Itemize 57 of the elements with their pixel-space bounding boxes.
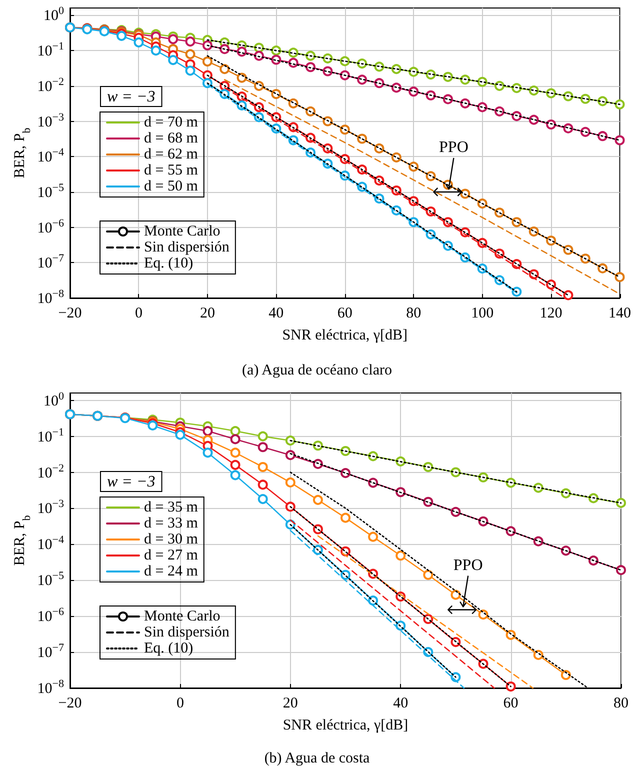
- y-tick-label: 10$^{−4}$: [37, 534, 64, 554]
- y-tick-label: 10$^{0}$: [44, 5, 64, 24]
- x-tick-label: 60: [337, 306, 352, 322]
- legend-label: Monte Carlo: [144, 608, 220, 624]
- x-tick-label: 40: [268, 306, 284, 322]
- y-tick-label: 10$^{−8}$: [37, 678, 64, 697]
- x-tick-label: 20: [200, 306, 215, 322]
- legend-label: Sin dispersión: [144, 240, 230, 256]
- x-tick-label: 0: [134, 306, 142, 322]
- y-tick-label: 10$^{0}$: [44, 390, 64, 410]
- x-tick-label: 140: [608, 306, 631, 322]
- y-tick-label: 10$^{−1}$: [37, 40, 64, 60]
- x-tick-label: 100: [471, 306, 494, 322]
- legend-label: d = 55 m: [144, 162, 198, 178]
- legend-label: Sin dispersión: [144, 624, 230, 640]
- legend-label: d = 33 m: [144, 516, 198, 532]
- y-tick-label: 10$^{−6}$: [37, 606, 64, 626]
- x-tick-label: 80: [614, 696, 628, 712]
- y-tick-label: 10$^{−6}$: [37, 217, 64, 236]
- legend-label: d = 27 m: [144, 548, 198, 564]
- annotation: PPO: [439, 138, 468, 156]
- legend-label: d = 68 m: [144, 130, 198, 146]
- x-tick-label: 120: [540, 306, 562, 322]
- annotation: w = −3: [107, 88, 156, 106]
- y-tick-label: 10$^{−1}$: [37, 426, 64, 446]
- annotation: PPO: [453, 556, 483, 574]
- legend-label: d = 50 m: [144, 178, 198, 194]
- legend-label: d = 35 m: [144, 500, 198, 516]
- y-tick-label: 10$^{−5}$: [37, 570, 64, 590]
- y-tick-label: 10$^{−2}$: [37, 76, 64, 95]
- x-tick-label: 60: [503, 696, 518, 712]
- text: (a) Agua de océano claro: [242, 362, 392, 378]
- x-tick-label: 0: [176, 696, 184, 712]
- legend-label: Eq. (10): [144, 256, 194, 272]
- text: (b) Agua de costa: [264, 750, 370, 766]
- y-tick-label: 10$^{−7}$: [37, 642, 64, 662]
- x-axis-title: SNR eléctrica, γ[dB]: [282, 328, 408, 344]
- x-axis-title: SNR eléctrica, γ[dB]: [282, 718, 408, 734]
- x-tick-label: 80: [406, 306, 422, 322]
- y-tick-label: 10$^{−3}$: [37, 111, 64, 130]
- legend-label: Eq. (10): [144, 640, 194, 656]
- y-tick-label: 10$^{−2}$: [37, 462, 64, 482]
- legend-label: d = 62 m: [144, 146, 198, 162]
- x-tick-label: −20: [58, 306, 82, 322]
- y-tick-label: 10$^{−4}$: [37, 146, 64, 166]
- legend-label: Monte Carlo: [144, 224, 220, 240]
- y-tick-label: 10$^{−5}$: [37, 182, 64, 201]
- y-tick-label: 10$^{−3}$: [37, 498, 64, 518]
- legend-label: d = 70 m: [144, 114, 198, 130]
- annotation: w = −3: [107, 474, 156, 490]
- y-tick-label: 10$^{−7}$: [37, 252, 64, 272]
- x-tick-label: 20: [282, 696, 298, 712]
- x-tick-label: −20: [58, 696, 82, 712]
- legend-label: d = 24 m: [144, 564, 198, 580]
- y-tick-label: 10$^{−8}$: [37, 288, 64, 307]
- legend-label: d = 30 m: [144, 532, 198, 548]
- x-tick-label: 40: [393, 696, 408, 712]
